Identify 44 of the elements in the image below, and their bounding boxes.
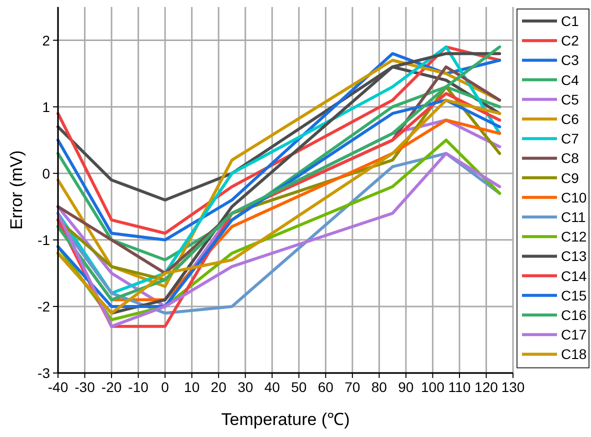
legend-label: C13 [561, 248, 587, 264]
x-tick-label: 60 [318, 379, 334, 395]
legend-label: C2 [561, 32, 580, 49]
x-tick-label: 50 [291, 379, 307, 395]
y-tick-label: -2 [38, 298, 50, 314]
y-axis-title: Error (mV) [7, 150, 26, 230]
y-tick-label: 1 [42, 98, 50, 115]
x-tick-label: 120 [474, 379, 498, 395]
legend-label: C5 [561, 91, 580, 108]
legend-label: C15 [561, 287, 587, 304]
x-tick-label: -30 [74, 379, 96, 395]
y-tick-label: 2 [42, 32, 50, 48]
legend-label: C12 [561, 228, 587, 245]
legend-label: C6 [561, 111, 580, 127]
x-tick-label: -10 [128, 379, 149, 395]
legend-label: C18 [561, 346, 587, 362]
legend-label: C7 [561, 130, 580, 147]
legend-label: C1 [561, 13, 580, 29]
x-tick-label: 90 [398, 379, 414, 395]
x-tick-label: 130 [501, 379, 525, 395]
legend-label: C17 [561, 326, 587, 343]
legend-label: C14 [561, 268, 587, 284]
legend-label: C10 [561, 189, 587, 206]
y-tick-label: -3 [38, 365, 50, 381]
legend-label: C8 [561, 150, 580, 166]
x-tick-label: 70 [344, 379, 360, 395]
x-axis-title: Temperature (℃) [221, 410, 350, 429]
y-tick-label: -1 [38, 232, 50, 248]
legend-label: C3 [561, 52, 580, 68]
legend-label: C4 [561, 72, 580, 88]
x-tick-label: 20 [210, 379, 227, 395]
legend-label: C16 [561, 307, 587, 323]
x-tick-label: 100 [421, 379, 445, 395]
x-tick-label: 30 [238, 379, 254, 395]
x-tick-label: -40 [48, 379, 68, 395]
legend-label: C9 [561, 170, 580, 186]
x-tick-label: 10 [184, 379, 200, 395]
x-tick-label: 0 [161, 379, 170, 395]
x-tick-label: 110 [448, 379, 471, 395]
x-tick-label: -20 [101, 379, 122, 395]
y-tick-label: 0 [42, 165, 50, 182]
x-tick-label: 80 [371, 379, 388, 395]
legend-label: C11 [561, 209, 586, 225]
x-tick-label: 40 [264, 379, 280, 395]
